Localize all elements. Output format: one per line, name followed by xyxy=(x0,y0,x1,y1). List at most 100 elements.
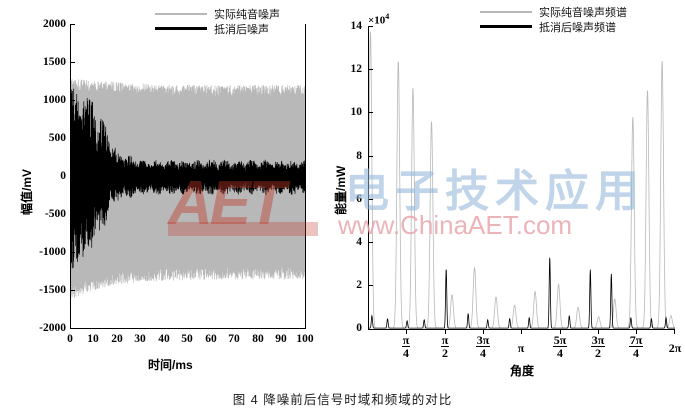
frequency-domain-xlabel: 角度 xyxy=(510,364,535,378)
yaxis-multiplier-base: ×10 xyxy=(368,14,386,27)
fraction-3pi-over-4: 3π 4 xyxy=(475,333,491,361)
ytickmark-left-3 xyxy=(71,138,75,139)
time-domain-xlabel: 时间/ms xyxy=(148,358,193,372)
xtickmark-right-3 xyxy=(521,330,522,334)
legend-swatch-cancelled-noise xyxy=(155,27,207,30)
fraction-denominator: 2 xyxy=(441,346,448,361)
series-cancelled-noise xyxy=(70,88,306,269)
fraction-pi-over-2: π 2 xyxy=(440,333,450,361)
fraction-numerator: π xyxy=(401,333,411,348)
ytick-left-8: -2000 xyxy=(39,322,66,334)
fraction-numerator: 3π xyxy=(475,333,491,348)
xtickmark-right-0 xyxy=(406,330,407,334)
time-domain-ylabel: 幅值/mV xyxy=(20,168,34,215)
legend-swatch-raw-spectrum xyxy=(480,10,532,13)
xtick-right-6: 7π 4 xyxy=(622,334,650,361)
xtickmark-right-2 xyxy=(483,330,484,334)
frequency-domain-yaxis xyxy=(368,26,369,329)
legend-label-cancelled-noise: 抵消后噪声 xyxy=(214,23,269,36)
ytickmark-left-7 xyxy=(71,290,75,291)
ytickmark-left-0 xyxy=(71,24,75,25)
xtick-right-1: π 2 xyxy=(431,334,459,361)
legend-item-cancelled-spectrum: 抵消后噪声频谱 xyxy=(480,19,627,34)
xtick-left-6: 60 xyxy=(205,333,217,345)
frequency-domain-ylabel: 能量/mW xyxy=(334,165,348,215)
ytick-left-3: 500 xyxy=(48,132,66,144)
fraction-numerator: 5π xyxy=(552,333,568,348)
series-raw-noise xyxy=(70,79,306,299)
legend-label-raw-spectrum: 实际纯音噪声频谱 xyxy=(539,6,627,19)
frequency-domain-plot-area xyxy=(368,26,675,329)
frequency-domain-xaxis xyxy=(368,329,675,330)
frequency-domain-panel: 实际纯音噪声频谱 抵消后噪声频谱 ×104 14 12 10 8 6 4 2 0… xyxy=(330,0,685,390)
legend-label-cancelled-spectrum: 抵消后噪声频谱 xyxy=(539,21,616,34)
legend-item-raw-spectrum: 实际纯音噪声频谱 xyxy=(480,4,627,19)
ytick-right-5: 4 xyxy=(356,236,362,248)
xtickmark-right-5 xyxy=(598,330,599,334)
yaxis-multiplier-exp: 4 xyxy=(385,12,390,21)
ytickmark-right-2 xyxy=(369,112,373,113)
fraction-7pi-over-4: 7π 4 xyxy=(628,333,644,361)
xtick-left-0: 0 xyxy=(67,333,73,345)
fraction-denominator: 4 xyxy=(479,346,486,361)
legend-item-cancelled-noise: 抵消后噪声 xyxy=(155,21,280,36)
ytickmark-left-2 xyxy=(71,100,75,101)
time-domain-plot-area xyxy=(70,24,306,329)
xtick-right-7: 2π xyxy=(668,341,682,355)
yaxis-multiplier: ×104 xyxy=(368,12,389,27)
xtickmark-right-4 xyxy=(560,330,561,334)
ytick-right-3: 8 xyxy=(356,150,362,162)
ytickmark-right-1 xyxy=(369,69,373,70)
xtick-left-4: 40 xyxy=(158,333,170,345)
legend-item-raw-noise: 实际纯音噪声 xyxy=(155,6,280,21)
series-raw-spectrum xyxy=(368,30,675,329)
ytick-left-6: -1000 xyxy=(39,246,66,258)
xtick-right-0: π 4 xyxy=(392,334,420,361)
fraction-5pi-over-4: 5π 4 xyxy=(552,333,568,361)
ytickmark-right-4 xyxy=(369,199,373,200)
xtickmark-right-7 xyxy=(674,330,675,334)
xtick-right-2: 3π 4 xyxy=(469,334,497,361)
ytick-right-0: 14 xyxy=(350,20,363,32)
series-cancelled-spectrum xyxy=(368,257,675,329)
ytick-left-2: 1000 xyxy=(43,94,66,106)
fraction-numerator: 7π xyxy=(628,333,644,348)
time-domain-xaxis xyxy=(70,328,306,329)
fraction-denominator: 4 xyxy=(556,346,563,361)
fraction-denominator: 4 xyxy=(632,346,639,361)
fraction-denominator: 2 xyxy=(594,346,601,361)
ytick-left-1: 1500 xyxy=(43,56,66,68)
ytickmark-right-3 xyxy=(369,156,373,157)
legend-swatch-cancelled-spectrum xyxy=(480,25,532,28)
ytick-left-4: 0 xyxy=(60,170,66,182)
ytickmark-right-5 xyxy=(369,242,373,243)
xtick-left-3: 30 xyxy=(134,333,146,345)
xtick-left-7: 70 xyxy=(228,333,240,345)
fraction-numerator: π xyxy=(440,333,450,348)
time-domain-legend: 实际纯音噪声 抵消后噪声 xyxy=(155,6,280,36)
fraction-denominator: 4 xyxy=(402,346,409,361)
ytick-right-2: 10 xyxy=(350,106,363,118)
time-domain-svg xyxy=(70,79,306,299)
ytickmark-right-7 xyxy=(369,329,373,330)
xtick-left-1: 10 xyxy=(87,333,99,345)
legend-swatch-raw-noise xyxy=(155,12,207,15)
xtick-right-5: 3π 2 xyxy=(584,334,612,361)
xtickmark-right-6 xyxy=(636,330,637,334)
frequency-domain-svg xyxy=(368,30,675,329)
time-domain-panel: 实际纯音噪声 抵消后噪声 2000 1500 1000 500 0 -500 -… xyxy=(0,0,340,390)
xtickmark-right-1 xyxy=(445,330,446,334)
ytickmark-right-6 xyxy=(369,285,373,286)
xtick-left-10: 100 xyxy=(296,333,314,345)
ytick-left-5: -500 xyxy=(44,208,66,220)
ytick-left-7: -1500 xyxy=(39,284,66,296)
xtick-left-8: 80 xyxy=(252,333,264,345)
ytick-right-7: 0 xyxy=(356,322,362,334)
time-domain-yaxis-right xyxy=(305,24,306,329)
fraction-numerator: 3π xyxy=(590,333,606,348)
xtick-right-4: 5π 4 xyxy=(546,334,574,361)
ytickmark-left-4 xyxy=(71,176,75,177)
ytick-right-4: 6 xyxy=(356,193,362,205)
figure-caption: 图 4 降噪前后信号时域和频域的对比 xyxy=(232,393,453,407)
ytick-right-6: 2 xyxy=(356,279,362,291)
